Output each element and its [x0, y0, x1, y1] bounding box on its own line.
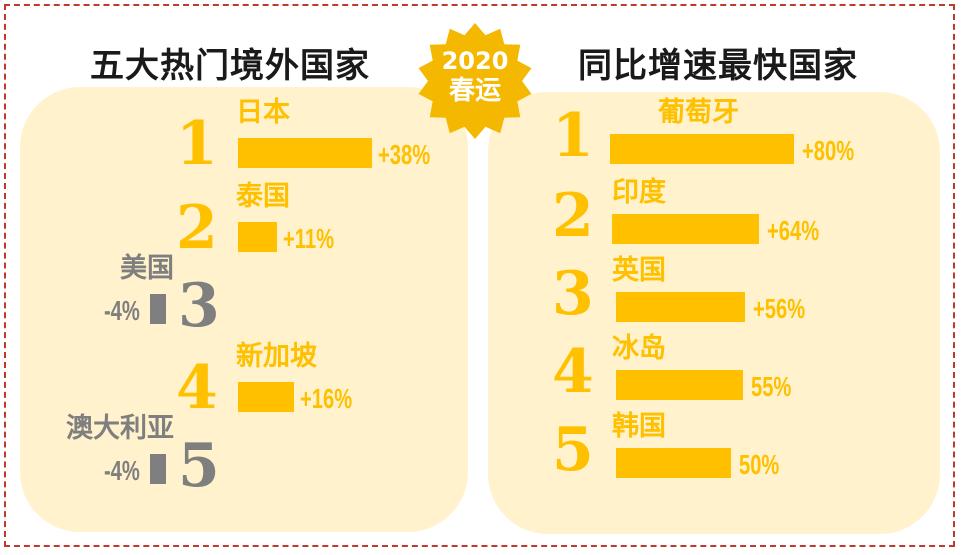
value-label: -4% [104, 455, 140, 486]
value-label: 55% [750, 371, 791, 402]
bar [616, 292, 745, 322]
value-label: 50% [739, 449, 780, 480]
badge-year: 2020 [441, 47, 509, 75]
country-label: 澳大利亚 [66, 413, 174, 444]
bar [610, 134, 794, 164]
bar [238, 382, 295, 412]
rank-number: 3 [178, 271, 220, 341]
country-label: 英国 [612, 255, 666, 286]
country-label: 韩国 [612, 411, 666, 442]
value-label: +56% [752, 293, 805, 324]
rank-number: 5 [178, 431, 220, 501]
rank-number: 5 [552, 415, 594, 485]
value-label: +16% [300, 383, 353, 414]
dashed-frame [4, 4, 955, 547]
country-label: 美国 [120, 253, 174, 284]
starburst-shape [418, 23, 532, 139]
bar [616, 370, 743, 400]
right-chart-title: 同比增速最快国家 [578, 46, 858, 86]
bar [238, 222, 277, 252]
country-label: 泰国 [236, 181, 290, 212]
bar [616, 448, 731, 478]
value-label: +80% [802, 135, 855, 166]
country-label: 日本 [236, 97, 290, 128]
rank-number: 1 [176, 109, 218, 179]
bar [150, 454, 166, 484]
value-label: +11% [282, 223, 334, 254]
rank-number: 3 [552, 259, 594, 329]
badge-label: 春运 [448, 76, 501, 106]
rank-number: 4 [176, 353, 218, 423]
rank-number: 1 [552, 101, 594, 171]
country-label: 新加坡 [236, 341, 317, 372]
rank-number: 2 [552, 181, 594, 251]
bar [612, 214, 760, 244]
country-label: 葡萄牙 [658, 97, 739, 128]
value-label: +64% [767, 215, 820, 246]
rank-number: 4 [552, 337, 594, 407]
starburst-badge-icon [418, 23, 532, 139]
country-label: 冰岛 [612, 333, 666, 364]
bar [150, 294, 166, 324]
country-label: 印度 [612, 177, 666, 208]
value-label: +38% [378, 139, 431, 170]
bar [238, 138, 372, 168]
left-chart-title: 五大热门境外国家 [90, 46, 370, 86]
rank-number: 2 [176, 193, 218, 263]
badge-text: 2020 春运 [416, 46, 534, 106]
value-label: -4% [104, 295, 140, 326]
